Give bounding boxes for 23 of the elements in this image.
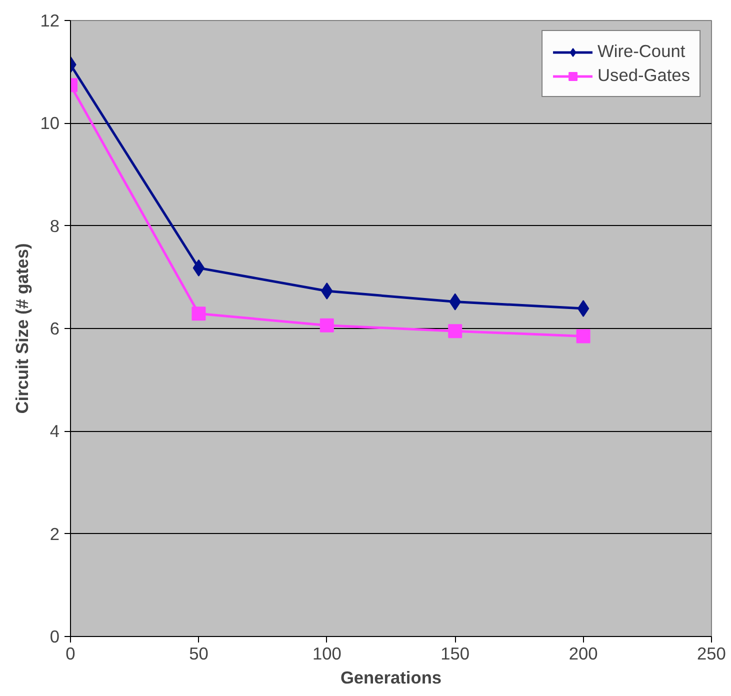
y-axis-title: Circuit Size (# gates) bbox=[12, 243, 32, 414]
point bbox=[577, 300, 590, 317]
y-tick-label: 12 bbox=[40, 10, 60, 30]
x-tick-label: 50 bbox=[189, 644, 208, 664]
y-tick-label: 10 bbox=[40, 113, 60, 134]
point bbox=[192, 259, 205, 276]
point bbox=[320, 318, 334, 332]
x-tick-label: 0 bbox=[66, 644, 76, 664]
point bbox=[192, 306, 206, 321]
point bbox=[448, 324, 462, 338]
y-tick-label: 4 bbox=[50, 421, 60, 442]
y-tick-label: 2 bbox=[50, 524, 60, 544]
x-tick-label: 200 bbox=[568, 644, 598, 664]
y-tick-label: 8 bbox=[50, 216, 60, 236]
legend-label: Used-Gates bbox=[598, 65, 690, 86]
x-tick-label: 150 bbox=[440, 644, 470, 664]
x-tick-label: 100 bbox=[312, 644, 342, 664]
legend-label: Wire-Count bbox=[598, 41, 686, 62]
y-tick-label: 6 bbox=[50, 318, 60, 338]
x-tick-label: 250 bbox=[697, 644, 726, 664]
point bbox=[576, 329, 590, 344]
y-tick-label: 0 bbox=[50, 626, 60, 646]
x-axis-title: Generations bbox=[340, 668, 442, 688]
